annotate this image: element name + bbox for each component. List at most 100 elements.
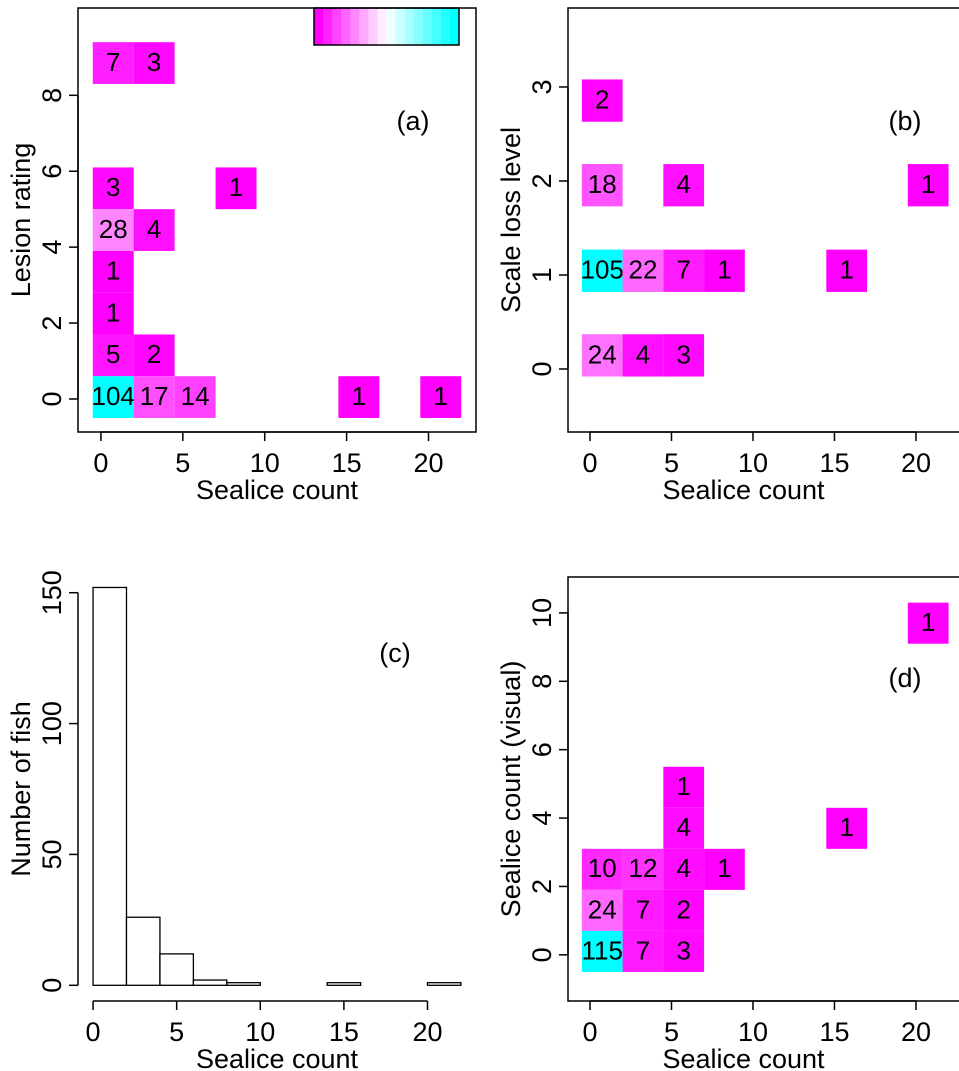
colorbar-swatch	[368, 8, 378, 45]
y-tick-label: 6	[37, 164, 67, 179]
cell-label: 7	[106, 47, 120, 77]
cell-label: 3	[147, 47, 161, 77]
panel-label: (b)	[889, 106, 922, 136]
cell-label: 1	[434, 381, 448, 411]
y-tick-label: 2	[37, 316, 67, 331]
y-tick-label: 50	[37, 839, 67, 869]
colorbar-swatch	[314, 8, 324, 45]
cell-label: 17	[140, 381, 169, 411]
y-tick-label: 10	[527, 598, 557, 628]
y-tick-label: 8	[527, 674, 557, 689]
cell-label: 1	[839, 812, 853, 842]
heat-cell	[174, 376, 216, 418]
x-tick-label: 15	[329, 1017, 359, 1047]
heat-cell	[92, 209, 134, 251]
y-tick-label: 4	[37, 240, 67, 255]
hist-bar	[159, 953, 195, 986]
x-tick-label: 20	[901, 1017, 931, 1047]
heat-cell	[215, 167, 257, 210]
x-tick-label: 15	[332, 448, 362, 478]
y-tick-label: 1	[527, 267, 557, 282]
x-axis-title: Sealice count	[662, 475, 825, 505]
heat-cell	[704, 848, 745, 890]
y-axis-title: Scale loss level	[496, 127, 526, 313]
cell-label: 1	[839, 255, 853, 285]
heat-cell	[622, 930, 664, 972]
heat-cell	[338, 376, 380, 418]
heat-cell	[581, 164, 623, 207]
cell-label: 4	[676, 169, 690, 199]
heat-cell	[663, 889, 705, 931]
x-tick-label: 5	[664, 1017, 679, 1047]
colorbar-swatch	[449, 8, 460, 45]
heat-cell	[92, 250, 134, 293]
colorbar-swatch	[413, 8, 424, 45]
cell-label: 2	[147, 339, 161, 369]
x-tick-label: 0	[93, 448, 108, 478]
cell-label: 4	[636, 339, 650, 369]
cell-label: 28	[99, 214, 128, 244]
cell-label: 1	[352, 381, 366, 411]
heat-cell	[92, 334, 134, 377]
hist-bar	[426, 982, 462, 986]
cell-label: 1	[676, 771, 690, 801]
x-tick-label: 5	[664, 448, 679, 478]
y-axis-title: Sealice count (visual)	[496, 661, 526, 918]
x-tick-label: 0	[86, 1017, 101, 1047]
colorbar-swatch	[341, 8, 351, 45]
hist-bar	[226, 982, 261, 986]
y-tick-label: 150	[37, 570, 67, 615]
cell-label: 3	[676, 935, 690, 965]
heat-cell	[622, 249, 664, 292]
colorbar-swatch	[350, 8, 360, 45]
heat-cell	[663, 334, 705, 377]
heat-cell	[663, 848, 705, 890]
y-tick-label: 0	[527, 361, 557, 376]
cell-label: 2	[676, 894, 690, 924]
heat-cell	[581, 249, 623, 292]
colorbar-swatch	[404, 8, 415, 45]
cell-label: 1	[717, 853, 731, 883]
heat-cell	[663, 807, 705, 849]
x-tick-label: 15	[819, 448, 849, 478]
cell-label: 24	[588, 894, 617, 924]
cell-label: 24	[588, 339, 617, 369]
x-axis-title: Sealice count	[196, 475, 359, 505]
heat-cell	[663, 164, 705, 207]
heat-cell	[622, 889, 664, 931]
y-tick-label: 2	[527, 879, 557, 894]
cell-label: 5	[106, 339, 120, 369]
y-tick-label: 8	[37, 88, 67, 103]
heat-cell	[92, 42, 134, 84]
x-tick-label: 20	[901, 448, 931, 478]
hist-bar	[92, 586, 128, 986]
y-axis-title: Number of fish	[6, 701, 36, 877]
y-tick-label: 0	[527, 947, 557, 962]
heat-cell	[663, 766, 705, 808]
heat-cell	[581, 930, 623, 972]
x-tick-label: 10	[738, 448, 768, 478]
heat-cell	[133, 209, 175, 251]
panel-label: (a)	[397, 106, 430, 136]
heat-cell	[622, 848, 664, 890]
cell-label: 1	[106, 256, 120, 286]
cell-label: 4	[147, 214, 161, 244]
cell-label: 115	[581, 935, 622, 965]
cell-label: 104	[92, 381, 135, 411]
y-tick-label: 0	[37, 978, 67, 993]
x-axis-title: Sealice count	[196, 1044, 359, 1071]
cell-label: 1	[921, 607, 935, 637]
hist-bar	[326, 982, 362, 986]
cell-label: 1	[921, 169, 935, 199]
heat-cell	[133, 376, 175, 418]
x-tick-label: 15	[819, 1017, 849, 1047]
cell-label: 4	[676, 812, 690, 842]
colorbar-swatch	[323, 8, 333, 45]
heat-cell	[581, 848, 623, 890]
y-tick-label: 100	[37, 701, 67, 746]
cell-label: 18	[588, 169, 617, 199]
y-tick-label: 0	[37, 391, 67, 406]
x-tick-label: 10	[245, 1017, 275, 1047]
x-tick-label: 5	[169, 1017, 184, 1047]
